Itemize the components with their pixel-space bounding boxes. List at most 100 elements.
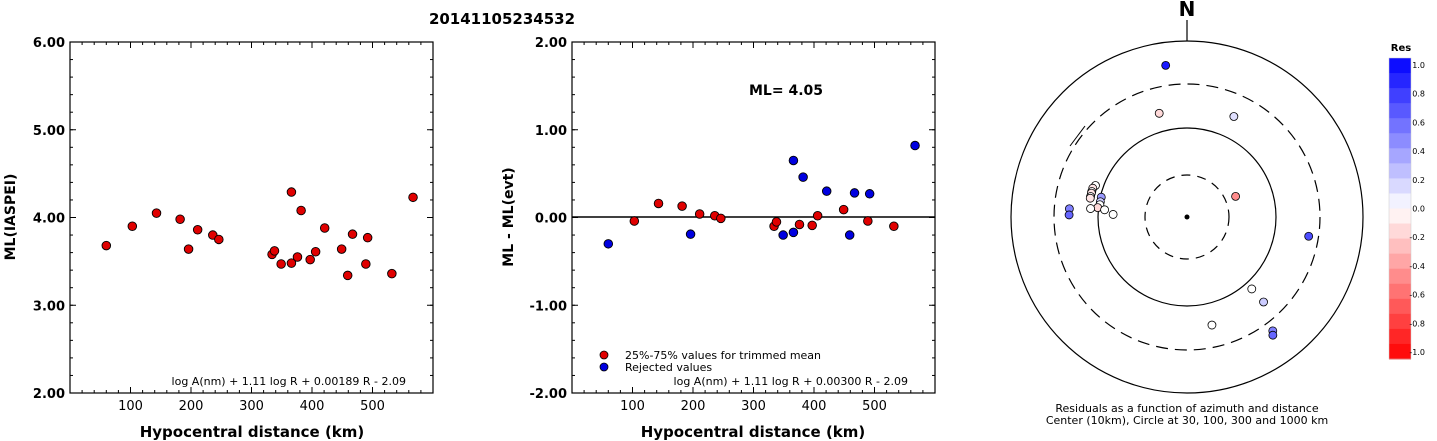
data-point: [214, 234, 224, 245]
rejected-point: [821, 186, 832, 196]
colorbar-cells: [1388, 57, 1412, 360]
colorbar-cell: [1389, 73, 1411, 89]
legend-marker-rejected: [599, 362, 609, 372]
azimuth-residual-plot: N Residuals as a function of azimuth and…: [1010, 0, 1364, 427]
data-point: [310, 246, 321, 257]
rejected-point: [685, 229, 696, 239]
colorbar-tick-label: 0.6: [1412, 118, 1425, 127]
colorbar-title: Res: [1391, 43, 1411, 54]
axis-ticks: 100 200 300 400 500 -2.00 -1.00 0.00 1.00 2.00: [530, 36, 936, 414]
x-tick-label: 500: [862, 399, 887, 414]
colorbar-cell: [1389, 88, 1411, 104]
colorbar-cell: [1389, 148, 1411, 164]
epicenter-dot: [1184, 214, 1190, 220]
colorbar-tick-label: 0.4: [1412, 147, 1425, 156]
rejected-point: [778, 230, 788, 240]
colorbar-cell: [1389, 253, 1411, 270]
rejected-point: [603, 239, 614, 249]
data-point: [269, 246, 280, 256]
colorbar-cell: [1389, 178, 1411, 194]
data-point: [807, 220, 817, 231]
rejected-point: [844, 230, 855, 240]
data-point: [716, 213, 726, 224]
rejected-point: [864, 189, 875, 199]
distance-circle-30km: [1144, 174, 1230, 260]
data-point: [361, 259, 371, 269]
distance-circle-100km: [1097, 127, 1277, 307]
y-tick-label: -1.00: [530, 299, 567, 314]
station-leader-line: [1069, 125, 1086, 147]
station-marker: [1304, 231, 1314, 241]
data-point: [794, 219, 805, 230]
station-marker: [1247, 284, 1257, 294]
data-point: [677, 201, 687, 211]
data-point: [286, 258, 297, 268]
colorbar-cell: [1389, 238, 1411, 255]
data-point: [151, 208, 162, 218]
colorbar-cell: [1389, 283, 1411, 300]
data-point: [336, 244, 347, 254]
y-tick-label: 1.00: [535, 124, 567, 139]
x-tick-label: 100: [620, 399, 645, 414]
colorbar-cell: [1389, 163, 1411, 179]
x-axis-label: Hypocentral distance (km): [140, 423, 365, 441]
colorbar-cell: [1389, 223, 1411, 240]
colorbar-tick-label: -0.8: [1409, 319, 1425, 328]
station-marker: [1268, 330, 1278, 340]
x-tick-label: 300: [239, 399, 264, 414]
data-point: [812, 210, 823, 221]
data-point: [127, 221, 138, 232]
station-marker: [1064, 210, 1074, 220]
colorbar-tick-label: -0.6: [1409, 291, 1425, 300]
ml-vs-distance-plot: 100 200 300 400 500 2.00 3.00 4.00 5.00 6.00 ML(I…: [3, 36, 434, 441]
data-point: [292, 252, 303, 262]
data-point: [408, 192, 418, 203]
x-tick-label: 400: [802, 399, 827, 414]
data-point: [101, 240, 112, 251]
data-point: [347, 229, 358, 239]
x-tick-label: 200: [681, 399, 706, 414]
x-tick-label: 100: [118, 399, 143, 414]
y-tick-label: 2.00: [535, 36, 567, 51]
x-tick-label: 400: [300, 399, 325, 414]
data-point: [889, 221, 899, 232]
north-label: N: [1179, 0, 1196, 21]
colorbar-cell: [1389, 313, 1411, 330]
data-point: [342, 270, 353, 281]
colorbar-cell: [1389, 328, 1411, 345]
y-tick-label: 2.00: [33, 387, 65, 402]
colorbar-cell: [1389, 298, 1411, 315]
station-marker: [1231, 191, 1241, 201]
y-tick-label: 4.00: [33, 212, 65, 227]
station-marker: [1161, 60, 1171, 70]
rejected-point: [910, 140, 920, 151]
data-point: [653, 198, 664, 209]
y-axis-label: ML - ML(evt): [501, 167, 517, 266]
data-point: [629, 216, 640, 226]
x-tick-label: 300: [741, 399, 766, 414]
data-point: [319, 223, 330, 233]
colorbar-tick-label: 0.8: [1412, 90, 1425, 99]
colorbar-tick-label: 0.0: [1412, 205, 1425, 214]
legend-label-rejected: Rejected values: [625, 361, 712, 374]
residual-vs-distance-plot: 100 200 300 400 500 -2.00 -1.00 0.00 1.00 2.00 ML…: [501, 36, 936, 441]
station-marker: [1229, 112, 1239, 121]
colorbar-cell: [1389, 103, 1411, 119]
rejected-point: [788, 155, 799, 166]
colorbar-ticks: 1.0 0.8 0.6 0.4 0.2 0.0 -0.2 -0.4 -0.6 -0.8 -1.0: [1409, 61, 1425, 357]
station-marker: [1086, 204, 1095, 213]
data-point: [838, 204, 849, 215]
caption-line-1: Residuals as a function of azimuth and d…: [1055, 402, 1318, 415]
caption-line-2: Center (10km), Circle at 30, 100, 300 an…: [1046, 414, 1328, 427]
legend: 25%-75% values for trimmed mean Rejected…: [599, 349, 821, 374]
data-point: [192, 225, 203, 235]
station-marker: [1100, 205, 1109, 215]
distance-circle-300km: [1053, 83, 1321, 351]
colorbar-cell: [1389, 193, 1411, 209]
colorbar-tick-label: -0.4: [1409, 262, 1425, 271]
plot-frame: [69, 41, 434, 394]
data-point: [175, 214, 185, 225]
data-point: [183, 244, 194, 254]
y-tick-label: 6.00: [33, 36, 65, 51]
